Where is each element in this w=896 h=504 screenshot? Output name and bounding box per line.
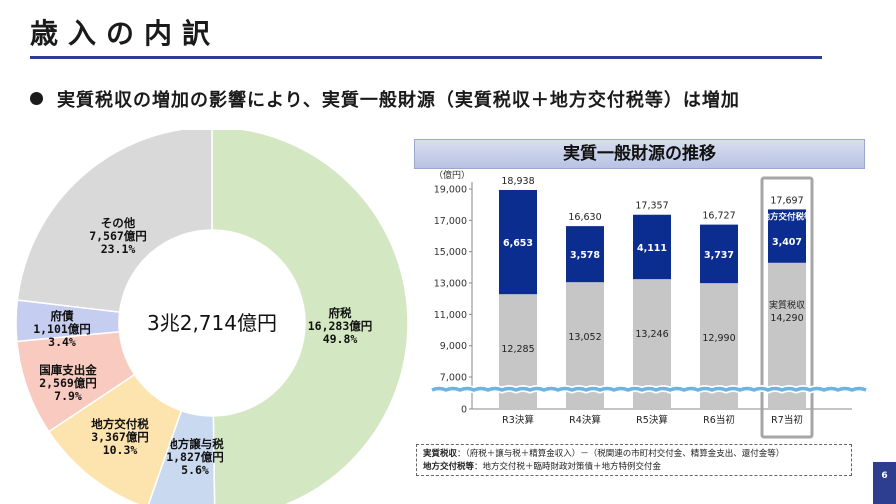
x-tick-label-0: R3決算: [502, 414, 534, 426]
bar-total-label-1: 16,630: [568, 212, 601, 223]
bar-tax-label-2: 13,246: [635, 329, 668, 340]
y-tick-label-1: 17,000: [434, 216, 467, 227]
donut-center-total: 3兆2,714億円: [147, 311, 277, 335]
bar-chart-title: 実質一般財源の推移: [414, 139, 865, 169]
donut-label-5-percent_label: 23.1%: [101, 242, 136, 256]
donut-label-4-percent_label: 3.4%: [48, 335, 76, 349]
x-tick-label-4: R7当初: [771, 414, 803, 426]
bar-kofu-label-2: 4,111: [637, 243, 667, 254]
footnote-1-text: ：（府税＋譲与税＋精算金収入）－（税関連の市町村交付金、精算金支出、還付金等）: [457, 449, 785, 459]
summary-bullet: 実質税収の増加の影響により、実質一般財源（実質税収＋地方交付税等）は増加: [30, 86, 740, 112]
general-revenue-bar-chart: （億円） 19,000 17,000 15,000 13,000 11,000 9,000 7…: [430, 170, 868, 439]
highlight-frame: [760, 176, 814, 439]
donut-label-2-value_label: 3,367億円: [91, 430, 149, 444]
donut-label-3-value_label: 2,569億円: [39, 376, 97, 390]
bar-total-label-4: 17,697: [770, 195, 803, 206]
donut-label-0-percent_label: 49.8%: [323, 332, 358, 346]
donut-label-1-value_label: 1,827億円: [166, 450, 224, 464]
axis-break-wave: [431, 386, 867, 392]
donut-slice-0: [211, 130, 409, 504]
bar-total-label-2: 17,357: [635, 201, 668, 212]
bar-total-label-3: 16,727: [702, 211, 735, 222]
chart-footnotes: 実質税収：（府税＋譲与税＋精算金収入）－（税関連の市町村交付金、精算金支出、還付…: [416, 444, 852, 476]
bar-kofu-label-3: 3,737: [704, 250, 734, 261]
donut-label-3-percent_label: 7.9%: [54, 389, 82, 403]
y-axis-unit-label: （億円）: [434, 170, 470, 181]
bar-tax-label-1: 13,052: [568, 332, 601, 343]
donut-label-0-value_label: 16,283億円: [308, 319, 373, 333]
footnote-line-2: 地方交付税等：地方交付税＋臨時財政対策債＋地方特例交付金: [423, 461, 845, 474]
x-tick-label-3: R6当初: [703, 414, 735, 426]
y-tick-label-5: 9,000: [440, 341, 467, 352]
bar-kofu-1: [566, 226, 604, 283]
donut-label-5-name: その他: [101, 216, 136, 230]
y-tick-label-3: 13,000: [434, 279, 467, 290]
title-underline: [30, 56, 822, 59]
donut-label-4-value_label: 1,101億円: [33, 322, 91, 336]
footnote-2-text: ：地方交付税＋臨時財政対策債＋地方特例交付金: [474, 462, 662, 472]
summary-text: 実質税収の増加の影響により、実質一般財源（実質税収＋地方交付税等）は増加: [57, 90, 740, 111]
donut-label-2-name: 地方交付税: [91, 417, 149, 431]
donut-label-4-name: 府債: [51, 309, 74, 323]
y-tick-label-6: 7,000: [440, 373, 467, 384]
bar-kofu-2: [633, 214, 671, 280]
bar-kofu-0: [499, 189, 537, 295]
y-tick-label-0: 19,000: [434, 185, 467, 196]
bar-tax-label-4: 14,290: [770, 313, 803, 324]
bullet-dot-icon: [30, 92, 43, 105]
footnote-1-label: 実質税収: [423, 449, 458, 459]
bar-kofu-3: [700, 224, 738, 284]
bar-kofu-label-0: 6,653: [503, 238, 533, 249]
donut-hole: [120, 231, 304, 415]
bar-kofu-label-1: 3,578: [570, 250, 600, 261]
bar-tax-4: [768, 262, 806, 409]
footnote-line-1: 実質税収：（府税＋譲与税＋精算金収入）－（税関連の市町村交付金、精算金支出、還付…: [423, 448, 845, 461]
footnote-2-label: 地方交付税等: [423, 462, 475, 472]
x-tick-label-1: R4決算: [569, 414, 601, 426]
bar-kofu-label-4: 3,407: [772, 237, 802, 248]
donut-label-3-name: 国庫支出金: [39, 363, 97, 377]
x-tick-label-2: R5決算: [636, 414, 668, 426]
y-tick-label-2: 15,000: [434, 247, 467, 258]
page-title: 歳入の内訳: [30, 17, 221, 50]
page-number: 6: [873, 462, 896, 504]
donut-label-5-value_label: 7,567億円: [89, 229, 147, 243]
donut-slice-5: [16, 130, 213, 313]
donut-label-0-name: 府税: [329, 306, 352, 320]
bar-tax-label-3: 12,990: [702, 333, 735, 344]
bar-kofu-4: [768, 209, 806, 263]
bar-tax-label-0: 12,285: [501, 344, 534, 355]
highlight-tax-name: 実質税収: [769, 299, 805, 311]
donut-label-1-name: 地方譲与税: [166, 437, 224, 451]
highlight-kofu-name: 地方交付税等: [761, 211, 813, 222]
bar-total-label-0: 18,938: [501, 176, 534, 187]
y-tick-label-4: 11,000: [434, 310, 467, 321]
donut-label-1-percent_label: 5.6%: [181, 463, 209, 477]
y-tick-label-7: 0: [461, 405, 467, 416]
donut-label-2-percent_label: 10.3%: [103, 443, 138, 457]
